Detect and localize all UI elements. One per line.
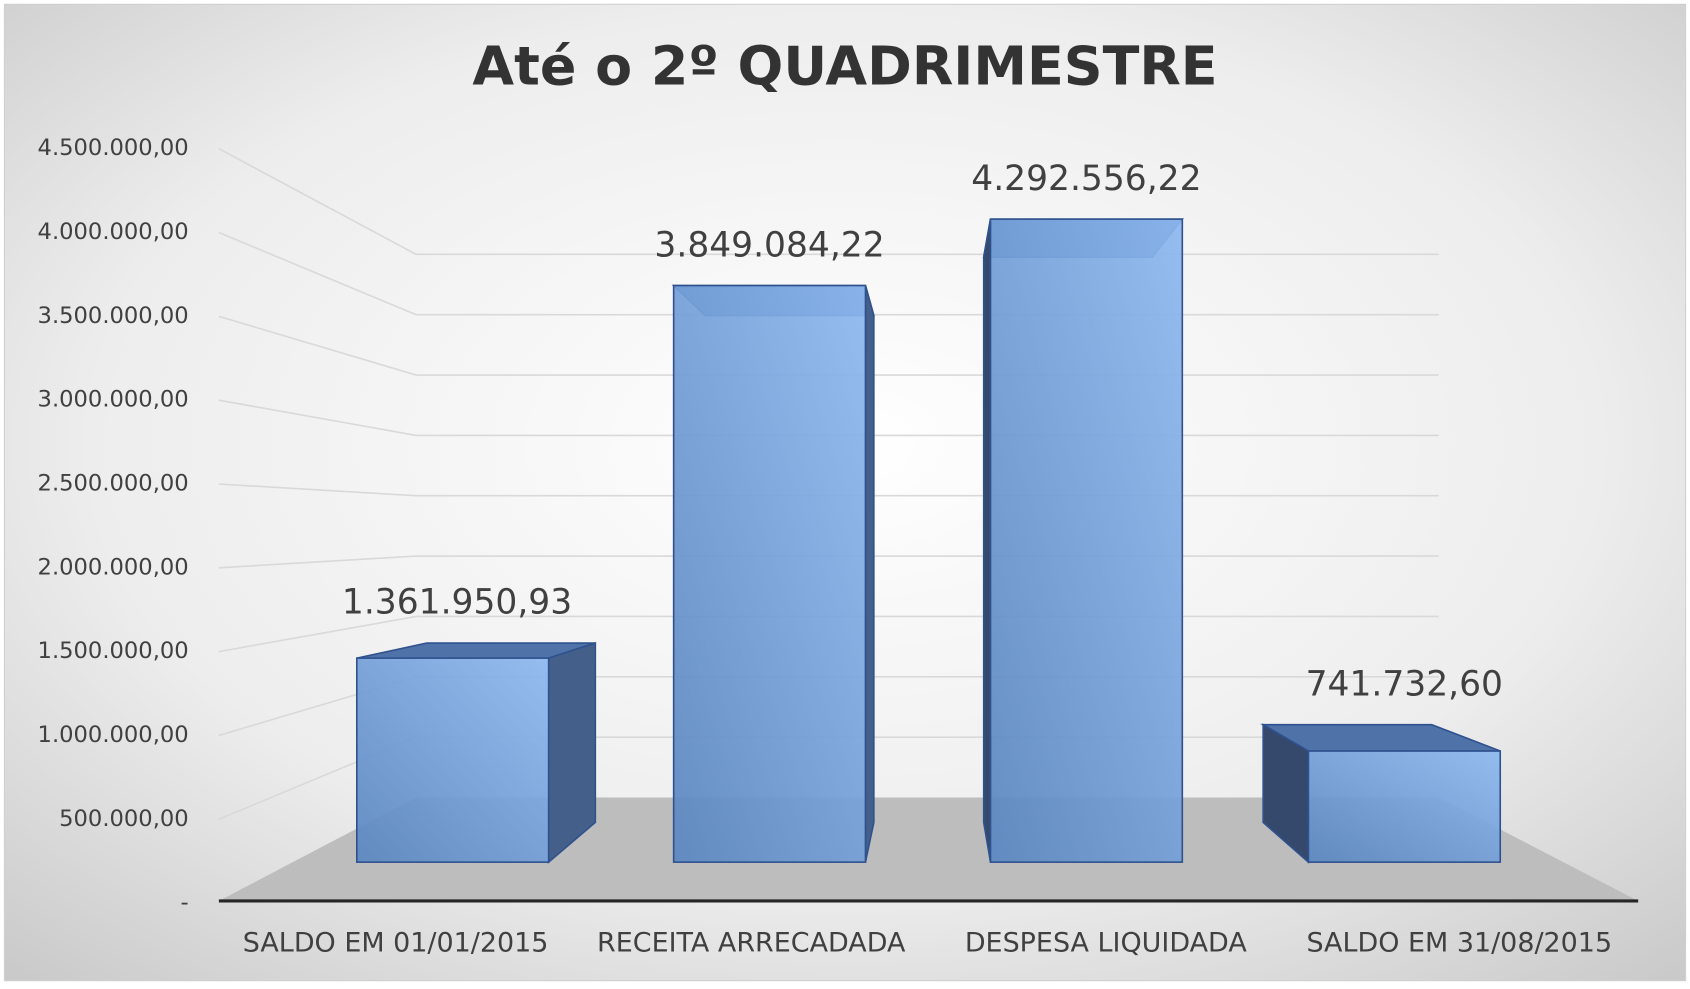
- value-label: 741.732,60: [1306, 664, 1503, 704]
- chart-title: Até o 2º QUADRIMESTRE: [472, 35, 1217, 98]
- x-tick-label: RECEITA ARRECADADA: [597, 928, 906, 959]
- value-label: 4.292.556,22: [971, 159, 1201, 199]
- value-label: 3.849.084,22: [654, 225, 884, 265]
- y-tick-label: 2.500.000,00: [38, 470, 189, 496]
- bar: [672, 284, 867, 863]
- value-label: 1.361.950,93: [342, 583, 572, 623]
- y-tick-label: 1.500.000,00: [38, 638, 189, 664]
- bar-side: [982, 218, 992, 863]
- y-tick-label: -: [181, 890, 189, 916]
- bar-side: [547, 641, 597, 864]
- x-tick-label: SALDO EM 31/08/2015: [1306, 928, 1612, 959]
- bar: [989, 218, 1184, 863]
- bar: [356, 657, 550, 863]
- y-tick-label: 2.000.000,00: [38, 554, 189, 580]
- y-tick-label: 1.000.000,00: [38, 722, 189, 748]
- x-tick-label: DESPESA LIQUIDADA: [965, 928, 1247, 959]
- y-tick-label: 4.500.000,00: [38, 135, 189, 161]
- bar-side: [864, 285, 875, 863]
- y-tick-label: 3.500.000,00: [38, 303, 189, 329]
- y-tick-label: 3.000.000,00: [38, 387, 189, 413]
- bar: [1307, 750, 1502, 863]
- y-tick-label: 500.000,00: [59, 806, 189, 832]
- y-tick-label: 4.000.000,00: [38, 219, 189, 245]
- x-tick-label: SALDO EM 01/01/2015: [243, 928, 549, 959]
